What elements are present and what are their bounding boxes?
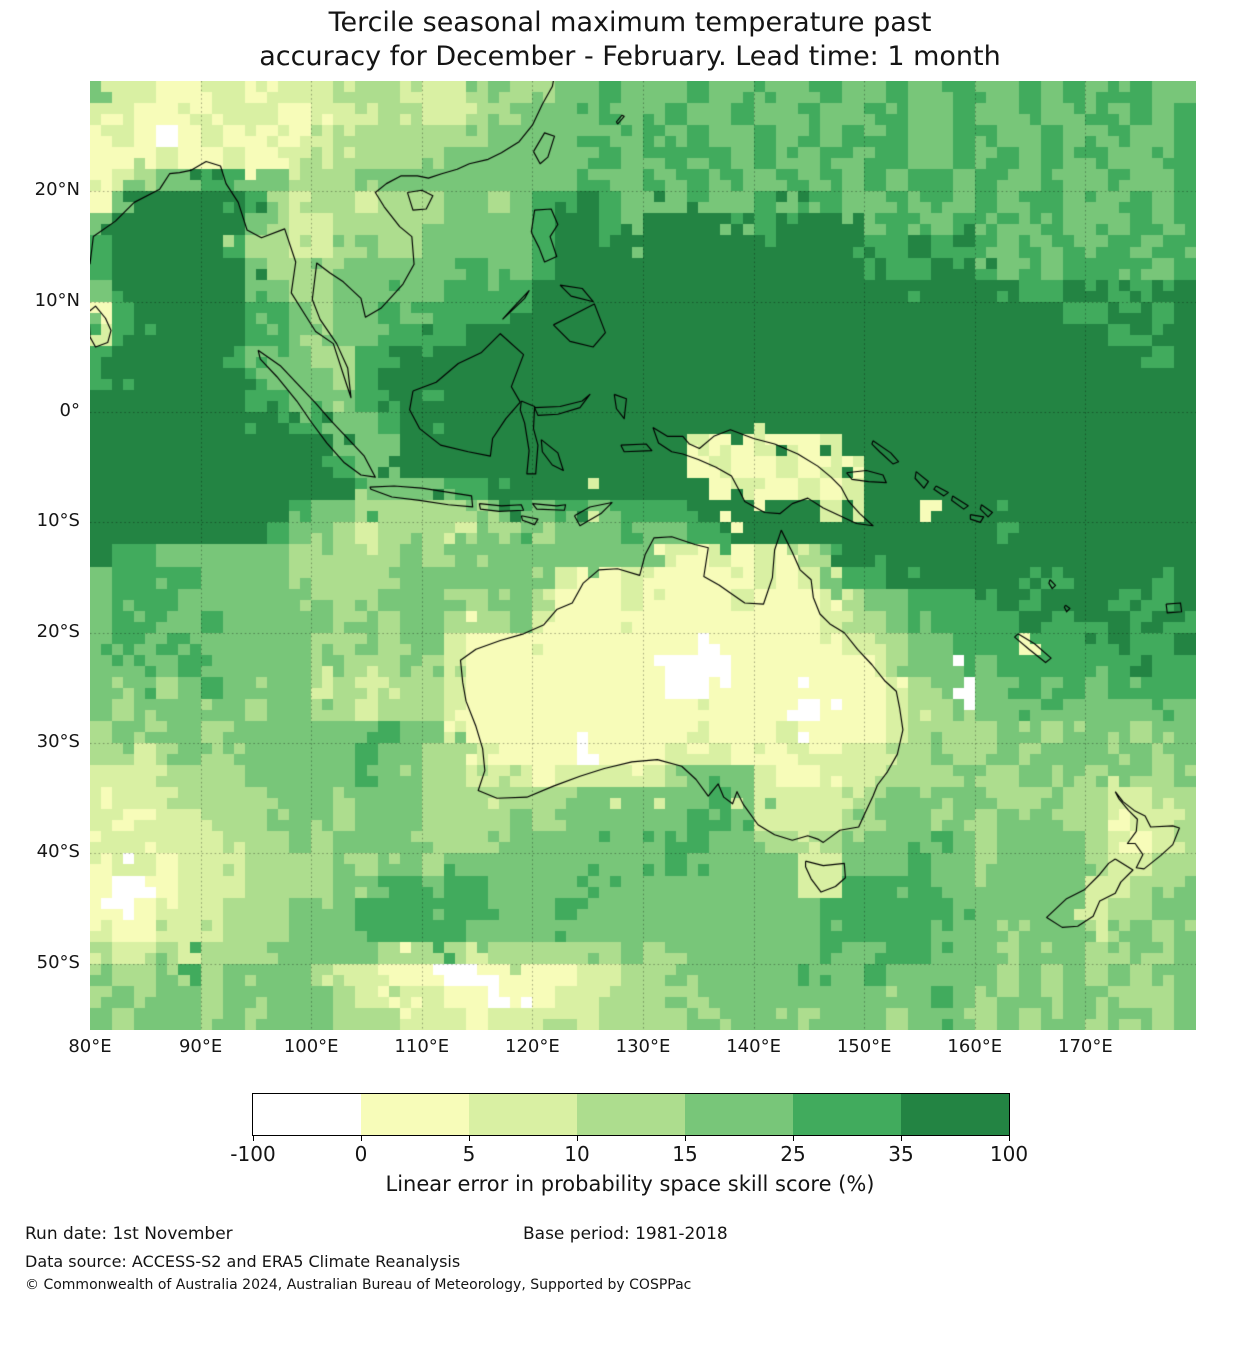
y-tick-label: 0° [59,400,80,422]
x-tick-label: 170°E [1058,1036,1113,1057]
y-tick-label: 20°N [34,179,80,201]
colorbar-tick-value: 35 [888,1142,914,1166]
x-tick-label: 120°E [505,1036,560,1057]
run-date-text: Run date: 1st November [25,1224,233,1244]
copyright-text: © Commonwealth of Australia 2024, Austra… [25,1277,692,1293]
colorbar-tick-value: -100 [230,1142,276,1166]
colorbar-segment [361,1094,469,1135]
colorbar-segment [793,1094,901,1135]
data-source-text: Data source: ACCESS-S2 and ERA5 Climate … [25,1252,461,1271]
x-tick-label: 80°E [68,1036,112,1057]
colorbar-tick [361,1136,362,1141]
colorbar [252,1093,1010,1136]
map-canvas [90,81,1196,1030]
y-tick-label: 10°N [34,289,80,311]
colorbar-segment [577,1094,685,1135]
colorbar-segment [685,1094,793,1135]
y-tick-label: 10°S [36,510,80,532]
chart-title-line1: Tercile seasonal maximum temperature pas… [328,7,932,38]
colorbar-tick-value: 100 [989,1142,1029,1166]
colorbar-tick [1009,1136,1010,1141]
base-period-text: Base period: 1981-2018 [523,1224,728,1244]
x-tick-label: 160°E [947,1036,1003,1057]
colorbar-tick [901,1136,902,1141]
colorbar-tick-value: 0 [354,1142,368,1166]
colorbar-tick [253,1136,254,1141]
x-tick-label: 100°E [283,1036,339,1057]
colorbar-tick [577,1136,578,1141]
colorbar-segment [901,1094,1009,1135]
colorbar-tick [793,1136,794,1141]
x-tick-label: 130°E [615,1036,671,1057]
y-tick-label: 40°S [36,841,80,863]
colorbar-segment [253,1094,361,1135]
colorbar-tick-value: 25 [780,1142,806,1166]
colorbar-tick-value: 15 [672,1142,698,1166]
y-tick-label: 20°S [36,620,80,642]
colorbar-tick-value: 10 [564,1142,590,1166]
colorbar-segment [469,1094,577,1135]
y-tick-label: 50°S [36,951,80,973]
colorbar-tick-value: 5 [462,1142,476,1166]
x-tick-label: 150°E [836,1036,892,1057]
colorbar-label: Linear error in probability space skill … [385,1172,875,1196]
y-tick-label: 30°S [36,731,80,753]
colorbar-tick [469,1136,470,1141]
x-tick-label: 110°E [394,1036,450,1057]
x-tick-label: 90°E [178,1036,223,1057]
x-tick-label: 140°E [726,1036,781,1057]
chart-title: Tercile seasonal maximum temperature pas… [0,6,1260,74]
chart-title-line2: accuracy for December - February. Lead t… [259,41,1001,72]
colorbar-tick [685,1136,686,1141]
